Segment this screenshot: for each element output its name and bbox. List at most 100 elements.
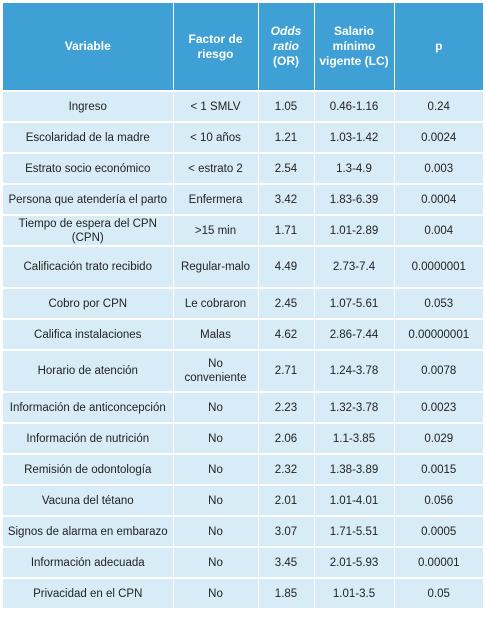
cell-p: 0.24 bbox=[394, 91, 483, 123]
header-odds-ratio: Odds ratio (OR) bbox=[258, 3, 315, 92]
cell-lc: 2.73-7.4 bbox=[314, 246, 395, 289]
cell-or: 2.23 bbox=[258, 392, 315, 424]
cell-variable: Escolaridad de la madre bbox=[3, 122, 174, 154]
cell-factor: No bbox=[173, 547, 259, 579]
table-row: Signos de alarma en embarazo No 3.07 1.7… bbox=[3, 516, 483, 548]
table-row: Estrato socio económico < estrato 2 2.54… bbox=[3, 153, 483, 185]
cell-lc: 1.38-3.89 bbox=[314, 454, 395, 486]
cell-or: 2.32 bbox=[258, 454, 315, 486]
cell-or: 2.71 bbox=[258, 350, 315, 393]
risk-factor-table: Variable Factor de riesgo Odds ratio (OR… bbox=[3, 3, 483, 610]
cell-variable: Vacuna del tétano bbox=[3, 485, 174, 517]
cell-factor: No bbox=[173, 423, 259, 455]
cell-or: 2.45 bbox=[258, 288, 315, 320]
cell-or: 3.42 bbox=[258, 184, 315, 216]
table-row: Escolaridad de la madre < 10 años 1.21 1… bbox=[3, 122, 483, 154]
cell-p: 0.0005 bbox=[394, 516, 483, 548]
cell-lc: 1.07-5.61 bbox=[314, 288, 395, 320]
cell-p: 0.0023 bbox=[394, 392, 483, 424]
cell-p: 0.00001 bbox=[394, 547, 483, 579]
cell-p: 0.004 bbox=[394, 215, 483, 247]
cell-or: 1.05 bbox=[258, 91, 315, 123]
cell-factor: < estrato 2 bbox=[173, 153, 259, 185]
cell-variable: Persona que atendería el parto bbox=[3, 184, 174, 216]
cell-factor: Enfermera bbox=[173, 184, 259, 216]
cell-lc: 1.01-4.01 bbox=[314, 485, 395, 517]
header-odds-italic: Odds ratio bbox=[270, 24, 302, 53]
table-row: Calificación trato recibido Regular-malo… bbox=[3, 246, 483, 289]
cell-or: 1.21 bbox=[258, 122, 315, 154]
cell-factor: Malas bbox=[173, 319, 259, 351]
cell-lc: 1.01-2.89 bbox=[314, 215, 395, 247]
cell-variable: Información de nutrición bbox=[3, 423, 174, 455]
cell-factor: Regular-malo bbox=[173, 246, 259, 289]
cell-factor: No bbox=[173, 578, 259, 610]
cell-lc: 1.32-3.78 bbox=[314, 392, 395, 424]
cell-p: 0.056 bbox=[394, 485, 483, 517]
cell-lc: 1.24-3.78 bbox=[314, 350, 395, 393]
cell-or: 1.71 bbox=[258, 215, 315, 247]
cell-variable: Estrato socio económico bbox=[3, 153, 174, 185]
cell-or: 2.54 bbox=[258, 153, 315, 185]
cell-variable: Calificación trato recibido bbox=[3, 246, 174, 289]
cell-p: 0.05 bbox=[394, 578, 483, 610]
cell-lc: 1.1-3.85 bbox=[314, 423, 395, 455]
cell-factor: >15 min bbox=[173, 215, 259, 247]
cell-lc: 1.01-3.5 bbox=[314, 578, 395, 610]
cell-variable: Información adecuada bbox=[3, 547, 174, 579]
cell-lc: 0.46-1.16 bbox=[314, 91, 395, 123]
table-body: Ingreso < 1 SMLV 1.05 0.46-1.16 0.24 Esc… bbox=[3, 91, 483, 610]
cell-p: 0.0000001 bbox=[394, 246, 483, 289]
cell-or: 4.49 bbox=[258, 246, 315, 289]
table-row: Tiempo de espera del CPN (CPN) >15 min 1… bbox=[3, 215, 483, 247]
cell-or: 3.45 bbox=[258, 547, 315, 579]
cell-lc: 2.01-5.93 bbox=[314, 547, 395, 579]
cell-p: 0.00000001 bbox=[394, 319, 483, 351]
cell-p: 0.003 bbox=[394, 153, 483, 185]
table-row: Vacuna del tétano No 2.01 1.01-4.01 0.05… bbox=[3, 485, 483, 517]
cell-factor: No conveniente bbox=[173, 350, 259, 393]
cell-p: 0.029 bbox=[394, 423, 483, 455]
cell-p: 0.0078 bbox=[394, 350, 483, 393]
cell-variable: Tiempo de espera del CPN (CPN) bbox=[3, 215, 174, 247]
header-variable: Variable bbox=[3, 3, 174, 92]
cell-factor: < 10 años bbox=[173, 122, 259, 154]
cell-factor: No bbox=[173, 392, 259, 424]
cell-factor: No bbox=[173, 454, 259, 486]
cell-variable: Ingreso bbox=[3, 91, 174, 123]
cell-factor: No bbox=[173, 516, 259, 548]
cell-p: 0.0024 bbox=[394, 122, 483, 154]
table-row: Califica instalaciones Malas 4.62 2.86-7… bbox=[3, 319, 483, 351]
header-odds-rest: (OR) bbox=[273, 54, 299, 68]
cell-or: 4.62 bbox=[258, 319, 315, 351]
cell-variable: Remisión de odontología bbox=[3, 454, 174, 486]
cell-variable: Privacidad en el CPN bbox=[3, 578, 174, 610]
cell-lc: 1.03-1.42 bbox=[314, 122, 395, 154]
cell-p: 0.0004 bbox=[394, 184, 483, 216]
cell-lc: 1.71-5.51 bbox=[314, 516, 395, 548]
cell-factor: No bbox=[173, 485, 259, 517]
cell-factor: < 1 SMLV bbox=[173, 91, 259, 123]
table-row: Persona que atendería el parto Enfermera… bbox=[3, 184, 483, 216]
cell-variable: Información de anticoncepción bbox=[3, 392, 174, 424]
cell-p: 0.053 bbox=[394, 288, 483, 320]
table-row: Información adecuada No 3.45 2.01-5.93 0… bbox=[3, 547, 483, 579]
cell-variable: Cobro por CPN bbox=[3, 288, 174, 320]
header-salario: Salario mínimo vigente (LC) bbox=[314, 3, 395, 92]
cell-variable: Horario de atención bbox=[3, 350, 174, 393]
table-row: Privacidad en el CPN No 1.85 1.01-3.5 0.… bbox=[3, 578, 483, 610]
header-p: p bbox=[394, 3, 483, 92]
table-row: Información de nutrición No 2.06 1.1-3.8… bbox=[3, 423, 483, 455]
table-header: Variable Factor de riesgo Odds ratio (OR… bbox=[3, 3, 483, 92]
cell-variable: Signos de alarma en embarazo bbox=[3, 516, 174, 548]
cell-variable: Califica instalaciones bbox=[3, 319, 174, 351]
header-factor: Factor de riesgo bbox=[173, 3, 259, 92]
cell-lc: 1.83-6.39 bbox=[314, 184, 395, 216]
table-row: Información de anticoncepción No 2.23 1.… bbox=[3, 392, 483, 424]
table-row: Ingreso < 1 SMLV 1.05 0.46-1.16 0.24 bbox=[3, 91, 483, 123]
cell-or: 1.85 bbox=[258, 578, 315, 610]
table-row: Cobro por CPN Le cobraron 2.45 1.07-5.61… bbox=[3, 288, 483, 320]
cell-or: 2.06 bbox=[258, 423, 315, 455]
cell-factor: Le cobraron bbox=[173, 288, 259, 320]
cell-p: 0.0015 bbox=[394, 454, 483, 486]
